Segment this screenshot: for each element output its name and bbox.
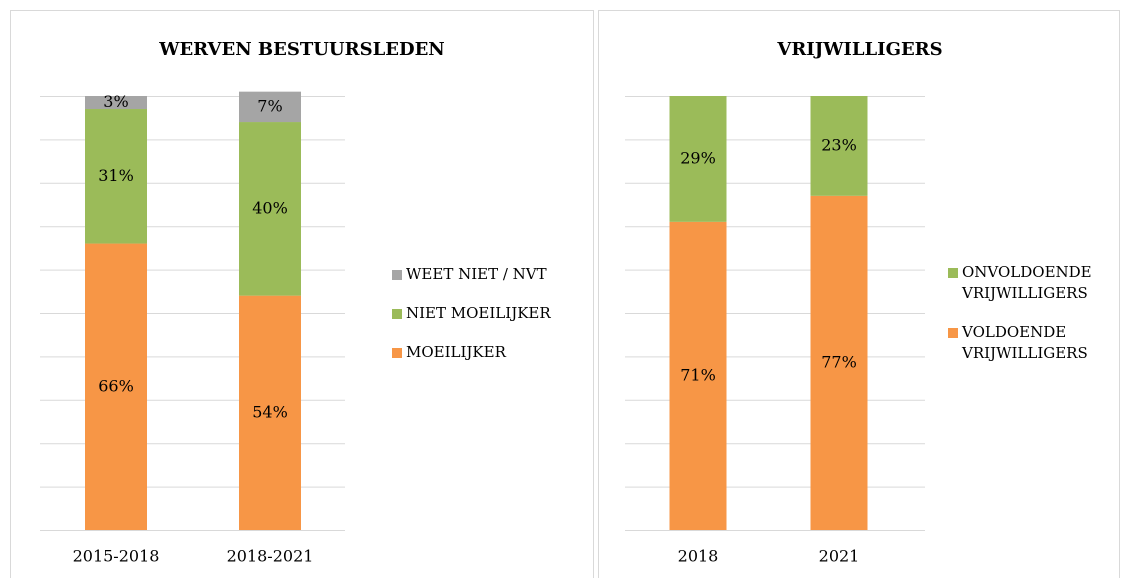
data-label: 3% (103, 92, 128, 111)
chart-title: WERVEN BESTUURSLEDEN (158, 39, 445, 60)
bar-segment (239, 122, 301, 296)
legend-label: ONVOLDOENDE VRIJWILLIGERS (962, 263, 1092, 302)
panel-border (598, 10, 1120, 578)
data-label: 40% (252, 198, 288, 217)
legend-entry: ONVOLDOENDE VRIJWILLIGERS (948, 262, 1118, 304)
legend-entry: VOLDOENDE VRIJWILLIGERS (948, 322, 1118, 364)
bar-segment (810, 96, 868, 196)
legend-entry: WEET NIET / NVT (392, 264, 592, 285)
data-label: 7% (257, 96, 282, 115)
legend-swatch (392, 269, 402, 280)
bar-segment (85, 243, 147, 530)
legend-label: VOLDOENDE VRIJWILLIGERS (962, 323, 1088, 362)
data-label: 71% (680, 365, 716, 384)
bar-segment (669, 96, 727, 222)
legend: WEET NIET / NVT NIET MOEILIJKER MOEILIJKER (392, 264, 592, 363)
x-tick-label: 2018-2021 (227, 547, 314, 566)
data-label: 66% (98, 376, 134, 395)
data-label: 77% (821, 352, 857, 371)
data-label: 31% (98, 166, 134, 185)
legend-label: MOEILIJKER (406, 342, 506, 361)
x-tick-label: 2015-2018 (73, 547, 160, 566)
legend-entry: NIET MOEILIJKER (392, 303, 592, 324)
legend-swatch (392, 308, 402, 319)
legend-swatch (948, 268, 958, 278)
legend-swatch (948, 328, 958, 338)
legend-entry: MOEILIJKER (392, 342, 592, 363)
legend-label: NIET MOEILIJKER (406, 303, 551, 322)
bar-segment (85, 96, 147, 110)
bar-segment (810, 195, 868, 530)
bar-segment (239, 91, 301, 123)
data-label: 29% (680, 148, 716, 167)
legend-swatch (392, 347, 402, 358)
legend: ONVOLDOENDE VRIJWILLIGERS VOLDOENDE VRIJW… (948, 262, 1118, 364)
data-label: 23% (821, 135, 857, 154)
x-tick-label: 2018 (678, 547, 719, 566)
x-tick-label: 2021 (819, 547, 860, 566)
data-label: 54% (252, 402, 288, 421)
bar-segment (239, 295, 301, 530)
bar-segment (85, 109, 147, 244)
panel-border (10, 10, 594, 578)
bar-segment (669, 221, 727, 531)
chart-title: VRIJWILLIGERS (776, 39, 942, 60)
legend-label: WEET NIET / NVT (406, 264, 547, 283)
